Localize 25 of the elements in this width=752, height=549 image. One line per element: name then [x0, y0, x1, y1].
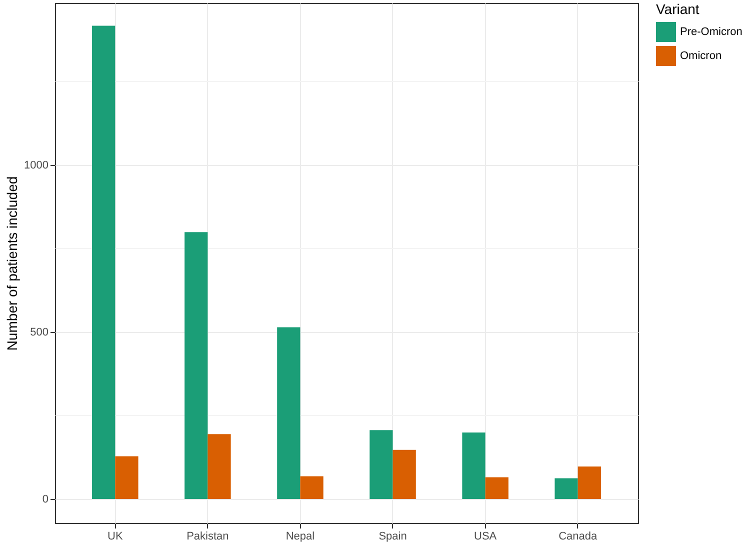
- legend-label: Pre-Omicron: [680, 26, 742, 38]
- y-axis-title: Number of patients included: [4, 176, 20, 351]
- legend-label: Omicron: [680, 50, 722, 62]
- bar: [184, 232, 208, 499]
- bar: [92, 26, 116, 499]
- bar: [578, 466, 601, 499]
- y-tick-label: 1000: [24, 159, 48, 172]
- bar: [462, 432, 486, 499]
- bar: [115, 456, 138, 499]
- x-tick-label: Nepal: [286, 530, 315, 542]
- bar: [277, 327, 300, 499]
- bar: [370, 430, 393, 499]
- x-tick-label: UK: [108, 530, 124, 542]
- y-tick-label: 0: [42, 493, 48, 506]
- x-tick-label: Canada: [558, 530, 598, 542]
- bar: [300, 476, 324, 499]
- bar: [208, 434, 231, 499]
- x-tick-label: USA: [474, 530, 498, 542]
- bar: [485, 477, 508, 499]
- legend-title: Variant: [656, 1, 700, 17]
- bar: [392, 450, 416, 499]
- bar: [554, 478, 578, 499]
- y-tick-label: 500: [30, 326, 48, 338]
- x-tick-label: Spain: [378, 530, 407, 542]
- x-tick-label: Pakistan: [186, 530, 229, 542]
